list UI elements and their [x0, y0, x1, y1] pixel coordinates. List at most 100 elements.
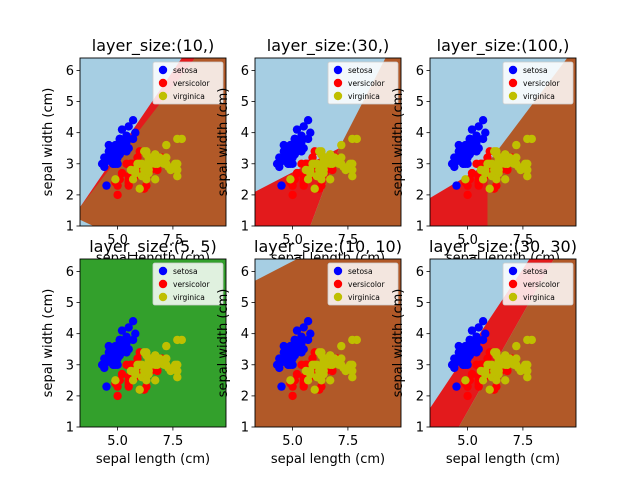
legend-marker-setosa — [333, 65, 343, 75]
point-virginica — [523, 172, 532, 181]
legend-label-setosa: setosa — [173, 267, 198, 276]
y-tick-label: 1 — [66, 220, 74, 235]
point-virginica — [348, 360, 357, 369]
point-setosa — [104, 140, 114, 150]
point-virginica — [512, 140, 521, 150]
legend-label-versicolor: versicolor — [173, 280, 211, 289]
legend-label-setosa: setosa — [173, 66, 198, 75]
point-virginica — [166, 165, 175, 175]
point-virginica — [501, 175, 510, 184]
point-setosa — [467, 125, 477, 134]
point-virginica — [162, 341, 171, 351]
x-axis-label: sepal length (cm) — [446, 452, 560, 467]
point-virginica — [512, 159, 521, 168]
point-setosa — [459, 360, 468, 369]
point-versicolor — [463, 181, 472, 190]
x-tick-label: 5.0 — [107, 233, 128, 248]
legend: setosa versicolor virginica — [152, 61, 224, 105]
point-virginica — [151, 175, 160, 184]
point-virginica — [173, 159, 182, 168]
point-versicolor — [317, 382, 326, 391]
point-setosa — [109, 159, 118, 168]
y-tick-label: 5 — [416, 95, 424, 110]
point-virginica — [131, 168, 140, 178]
point-setosa — [463, 150, 472, 159]
legend-label-virginica: virginica — [173, 293, 205, 302]
y-tick-label: 6 — [416, 64, 424, 79]
point-virginica — [315, 147, 324, 156]
point-setosa — [102, 382, 111, 391]
x-tick-label: 7.5 — [513, 233, 534, 248]
point-virginica — [308, 159, 317, 168]
y-tick-label: 5 — [66, 296, 74, 311]
legend-label-setosa: setosa — [348, 66, 373, 75]
legend-marker-versicolor — [158, 279, 168, 289]
point-virginica — [317, 366, 326, 376]
point-setosa — [303, 335, 313, 345]
y-tick-label: 4 — [241, 126, 249, 141]
x-axis-label: sepal length (cm) — [96, 452, 210, 467]
point-virginica — [512, 153, 521, 162]
point-virginica — [146, 159, 155, 168]
legend-marker-versicolor — [333, 279, 343, 289]
legend-marker-versicolor — [158, 78, 168, 88]
point-versicolor — [113, 391, 122, 401]
point-setosa — [124, 323, 133, 332]
point-virginica — [348, 159, 357, 168]
point-virginica — [337, 140, 346, 150]
legend-label-setosa: setosa — [348, 267, 373, 276]
point-setosa — [279, 153, 288, 162]
point-virginica — [523, 366, 532, 376]
legend-marker-setosa — [508, 65, 518, 75]
point-virginica — [352, 335, 361, 345]
point-setosa — [104, 153, 114, 162]
point-virginica — [173, 373, 182, 382]
x-tick-label: 7.5 — [163, 434, 184, 449]
point-virginica — [527, 335, 536, 345]
point-setosa — [100, 360, 109, 369]
y-tick-label: 1 — [416, 421, 424, 436]
point-setosa — [478, 335, 488, 345]
point-setosa — [109, 360, 118, 369]
axes-frame — [429, 57, 577, 227]
y-tick-label: 6 — [416, 265, 424, 280]
point-setosa — [279, 354, 288, 363]
axes-frame — [79, 57, 227, 227]
data-points — [97, 317, 186, 401]
y-tick-label: 3 — [66, 157, 74, 172]
y-tick-label: 4 — [66, 126, 74, 141]
point-virginica — [337, 354, 346, 363]
point-setosa — [128, 116, 138, 125]
legend: setosa versicolor virginica — [502, 262, 574, 306]
point-setosa — [474, 345, 483, 354]
point-setosa — [288, 150, 297, 159]
point-setosa — [467, 326, 477, 335]
y-tick-label: 3 — [241, 358, 249, 373]
point-virginica — [352, 134, 361, 144]
point-setosa — [463, 144, 472, 153]
data-points — [97, 116, 186, 200]
axes-frame — [429, 258, 577, 428]
y-tick-label: 3 — [416, 157, 424, 172]
legend-label-setosa: setosa — [523, 66, 548, 75]
point-virginica — [492, 165, 501, 175]
x-tick-label: 5.0 — [282, 434, 303, 449]
y-tick-label: 2 — [416, 389, 424, 404]
point-setosa — [295, 338, 304, 348]
point-setosa — [284, 360, 293, 369]
subplot-title: layer_size:(30,) — [267, 36, 389, 56]
point-virginica — [341, 366, 350, 376]
legend-marker-virginica — [333, 91, 343, 101]
legend-label-virginica: virginica — [173, 92, 205, 101]
point-setosa — [288, 345, 297, 354]
point-setosa — [478, 116, 488, 125]
point-setosa — [124, 122, 133, 131]
point-virginica — [523, 159, 532, 168]
y-tick-label: 1 — [416, 220, 424, 235]
point-virginica — [348, 366, 357, 376]
point-virginica — [321, 159, 330, 168]
point-virginica — [485, 385, 494, 394]
y-tick-label: 1 — [241, 220, 249, 235]
point-setosa — [474, 323, 483, 332]
